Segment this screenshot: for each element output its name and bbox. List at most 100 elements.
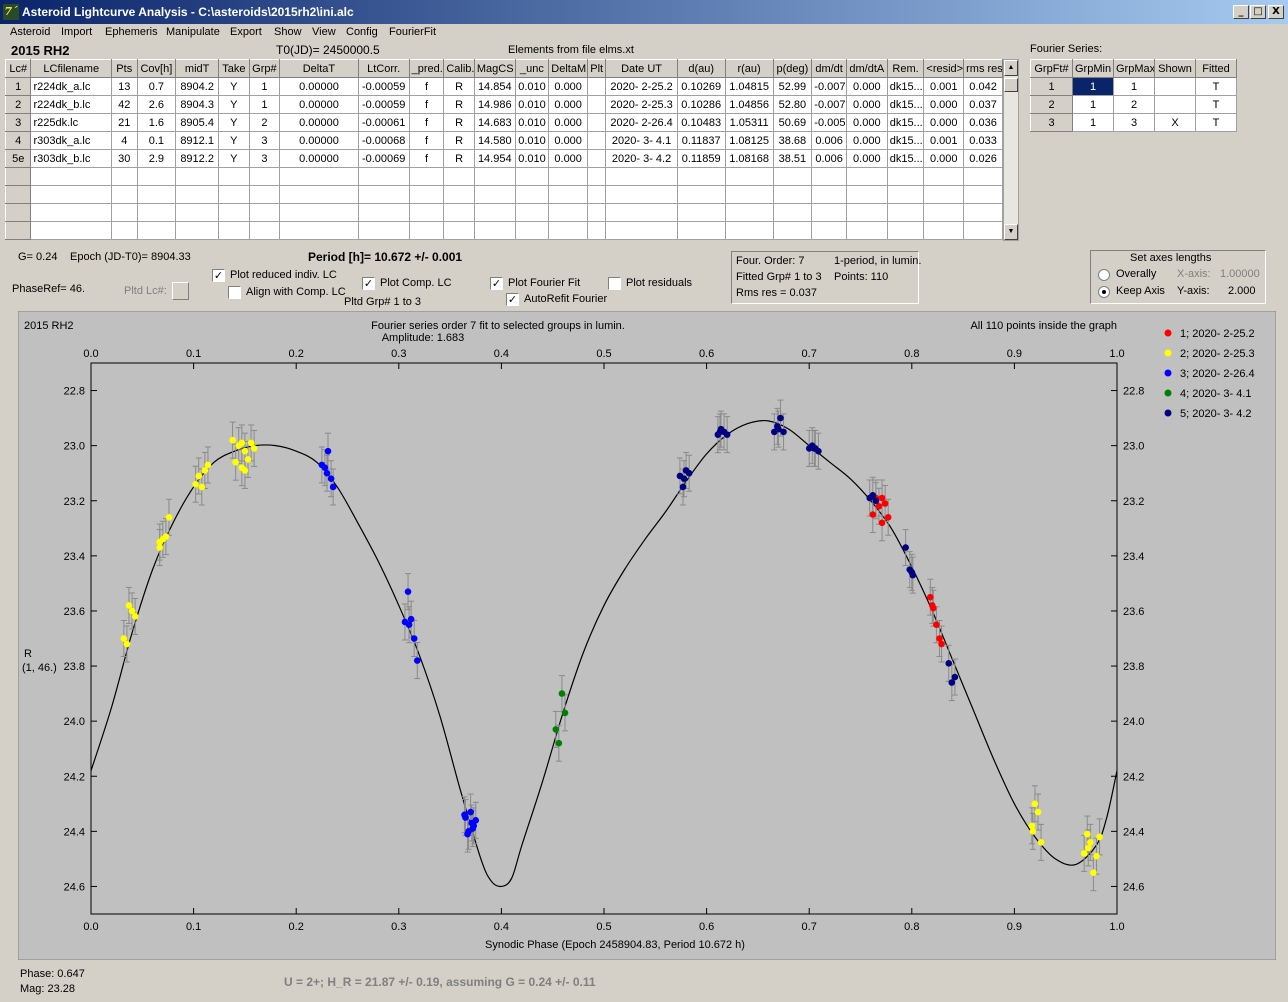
menu-view[interactable]: View [312, 26, 336, 38]
fourier-column-header[interactable]: Fitted [1195, 59, 1237, 78]
table-cell[interactable] [218, 203, 250, 222]
table-cell[interactable]: 52.80 [772, 95, 813, 114]
table-cell[interactable]: 52.99 [772, 77, 813, 96]
table-cell[interactable] [248, 167, 281, 186]
fourier-cell[interactable]: X [1154, 113, 1196, 132]
table-cell[interactable]: 0.00000 [279, 95, 359, 114]
table-cell[interactable]: 0.042 [963, 77, 1003, 96]
table-cell[interactable] [676, 203, 726, 222]
table-cell[interactable] [811, 221, 847, 240]
table-cell[interactable] [443, 185, 475, 204]
table-cell[interactable]: 0.037 [963, 95, 1003, 114]
column-header[interactable]: Pts [111, 59, 138, 78]
table-cell[interactable]: 14.683 [473, 113, 516, 132]
table-cell[interactable]: 8912.2 [175, 149, 220, 168]
table-cell[interactable] [248, 185, 281, 204]
table-cell[interactable]: dk15... [886, 149, 925, 168]
table-cell[interactable]: Y [218, 149, 250, 168]
table-cell[interactable]: 0.026 [963, 149, 1003, 168]
table-cell[interactable] [357, 221, 410, 240]
fourier-cell[interactable]: 1 [1072, 95, 1114, 114]
table-cell[interactable]: 0.00000 [279, 149, 359, 168]
table-cell[interactable]: 2.9 [136, 149, 177, 168]
table-cell[interactable] [811, 167, 847, 186]
table-cell[interactable]: 4 [111, 131, 138, 150]
table-cell[interactable]: R [443, 77, 475, 96]
table-cell[interactable]: f [408, 149, 445, 168]
table-cell[interactable]: 0.11859 [676, 149, 726, 168]
table-cell[interactable]: 14.580 [473, 131, 516, 150]
fourier-column-header[interactable]: GrpFt# [1030, 59, 1073, 78]
table-cell[interactable] [408, 167, 445, 186]
table-cell[interactable] [587, 221, 607, 240]
column-header[interactable]: <resid> [923, 59, 965, 78]
table-cell[interactable]: dk15... [886, 113, 925, 132]
table-cell[interactable] [175, 167, 220, 186]
table-cell[interactable]: dk15... [886, 95, 925, 114]
row-header[interactable]: 1 [4, 77, 32, 96]
table-cell[interactable]: 0.000 [845, 95, 888, 114]
table-cell[interactable]: r224dk_b.lc [30, 95, 113, 114]
table-cell[interactable] [724, 203, 774, 222]
table-scrollbar[interactable]: ▲ ▼ [1003, 59, 1019, 241]
table-cell[interactable]: 0.11837 [676, 131, 726, 150]
menu-show[interactable]: Show [274, 26, 302, 38]
table-cell[interactable]: 1.04815 [724, 77, 774, 96]
table-cell[interactable]: 30 [111, 149, 138, 168]
table-cell[interactable]: 0.000 [845, 131, 888, 150]
menu-manipulate[interactable]: Manipulate [166, 26, 220, 38]
column-header[interactable]: DeltaM [548, 59, 589, 78]
row-header[interactable] [4, 221, 32, 240]
align-comp-checkbox[interactable] [228, 286, 241, 299]
table-cell[interactable]: R [443, 113, 475, 132]
table-cell[interactable] [724, 167, 774, 186]
table-cell[interactable] [811, 185, 847, 204]
row-header[interactable] [4, 185, 32, 204]
table-cell[interactable]: 0.010 [514, 131, 550, 150]
table-cell[interactable]: dk15... [886, 77, 925, 96]
menu-import[interactable]: Import [61, 26, 93, 38]
table-cell[interactable]: 14.954 [473, 149, 516, 168]
table-cell[interactable] [248, 203, 281, 222]
table-cell[interactable]: 0.006 [811, 149, 847, 168]
table-cell[interactable]: 2 [248, 113, 281, 132]
fourier-cell[interactable] [1154, 95, 1196, 114]
table-cell[interactable] [443, 167, 475, 186]
table-cell[interactable]: 0.000 [548, 131, 589, 150]
table-cell[interactable] [587, 149, 607, 168]
table-cell[interactable] [587, 167, 607, 186]
fourier-cell[interactable]: 3 [1113, 113, 1155, 132]
table-cell[interactable] [845, 185, 888, 204]
table-cell[interactable]: 1.6 [136, 113, 177, 132]
table-cell[interactable]: 0.000 [923, 113, 965, 132]
table-cell[interactable] [772, 221, 813, 240]
table-cell[interactable]: R [443, 95, 475, 114]
table-cell[interactable]: 1.04856 [724, 95, 774, 114]
table-cell[interactable] [548, 167, 589, 186]
table-cell[interactable] [963, 185, 1003, 204]
table-cell[interactable]: r303dk_b.lc [30, 149, 113, 168]
table-cell[interactable] [923, 203, 965, 222]
table-cell[interactable] [587, 131, 607, 150]
table-cell[interactable]: -0.007 [811, 95, 847, 114]
table-cell[interactable] [30, 167, 113, 186]
table-cell[interactable] [886, 203, 925, 222]
row-header[interactable]: 2 [4, 95, 32, 114]
table-cell[interactable] [357, 167, 410, 186]
table-cell[interactable] [279, 203, 359, 222]
table-cell[interactable] [772, 167, 813, 186]
column-header[interactable]: r(au) [724, 59, 774, 78]
table-cell[interactable] [175, 203, 220, 222]
table-cell[interactable]: f [408, 113, 445, 132]
column-header[interactable]: Grp# [248, 59, 281, 78]
table-cell[interactable]: 0.033 [963, 131, 1003, 150]
autorefit-checkbox[interactable]: ✓ [506, 293, 519, 306]
table-cell[interactable]: 0.000 [845, 113, 888, 132]
table-cell[interactable]: Y [218, 95, 250, 114]
maximize-button[interactable]: □ [1250, 5, 1266, 19]
fourier-column-header[interactable]: GrpMin [1072, 59, 1114, 78]
column-header[interactable]: d(au) [676, 59, 726, 78]
column-header[interactable]: LtCorr. [357, 59, 410, 78]
fourier-cell[interactable]: T [1195, 95, 1237, 114]
